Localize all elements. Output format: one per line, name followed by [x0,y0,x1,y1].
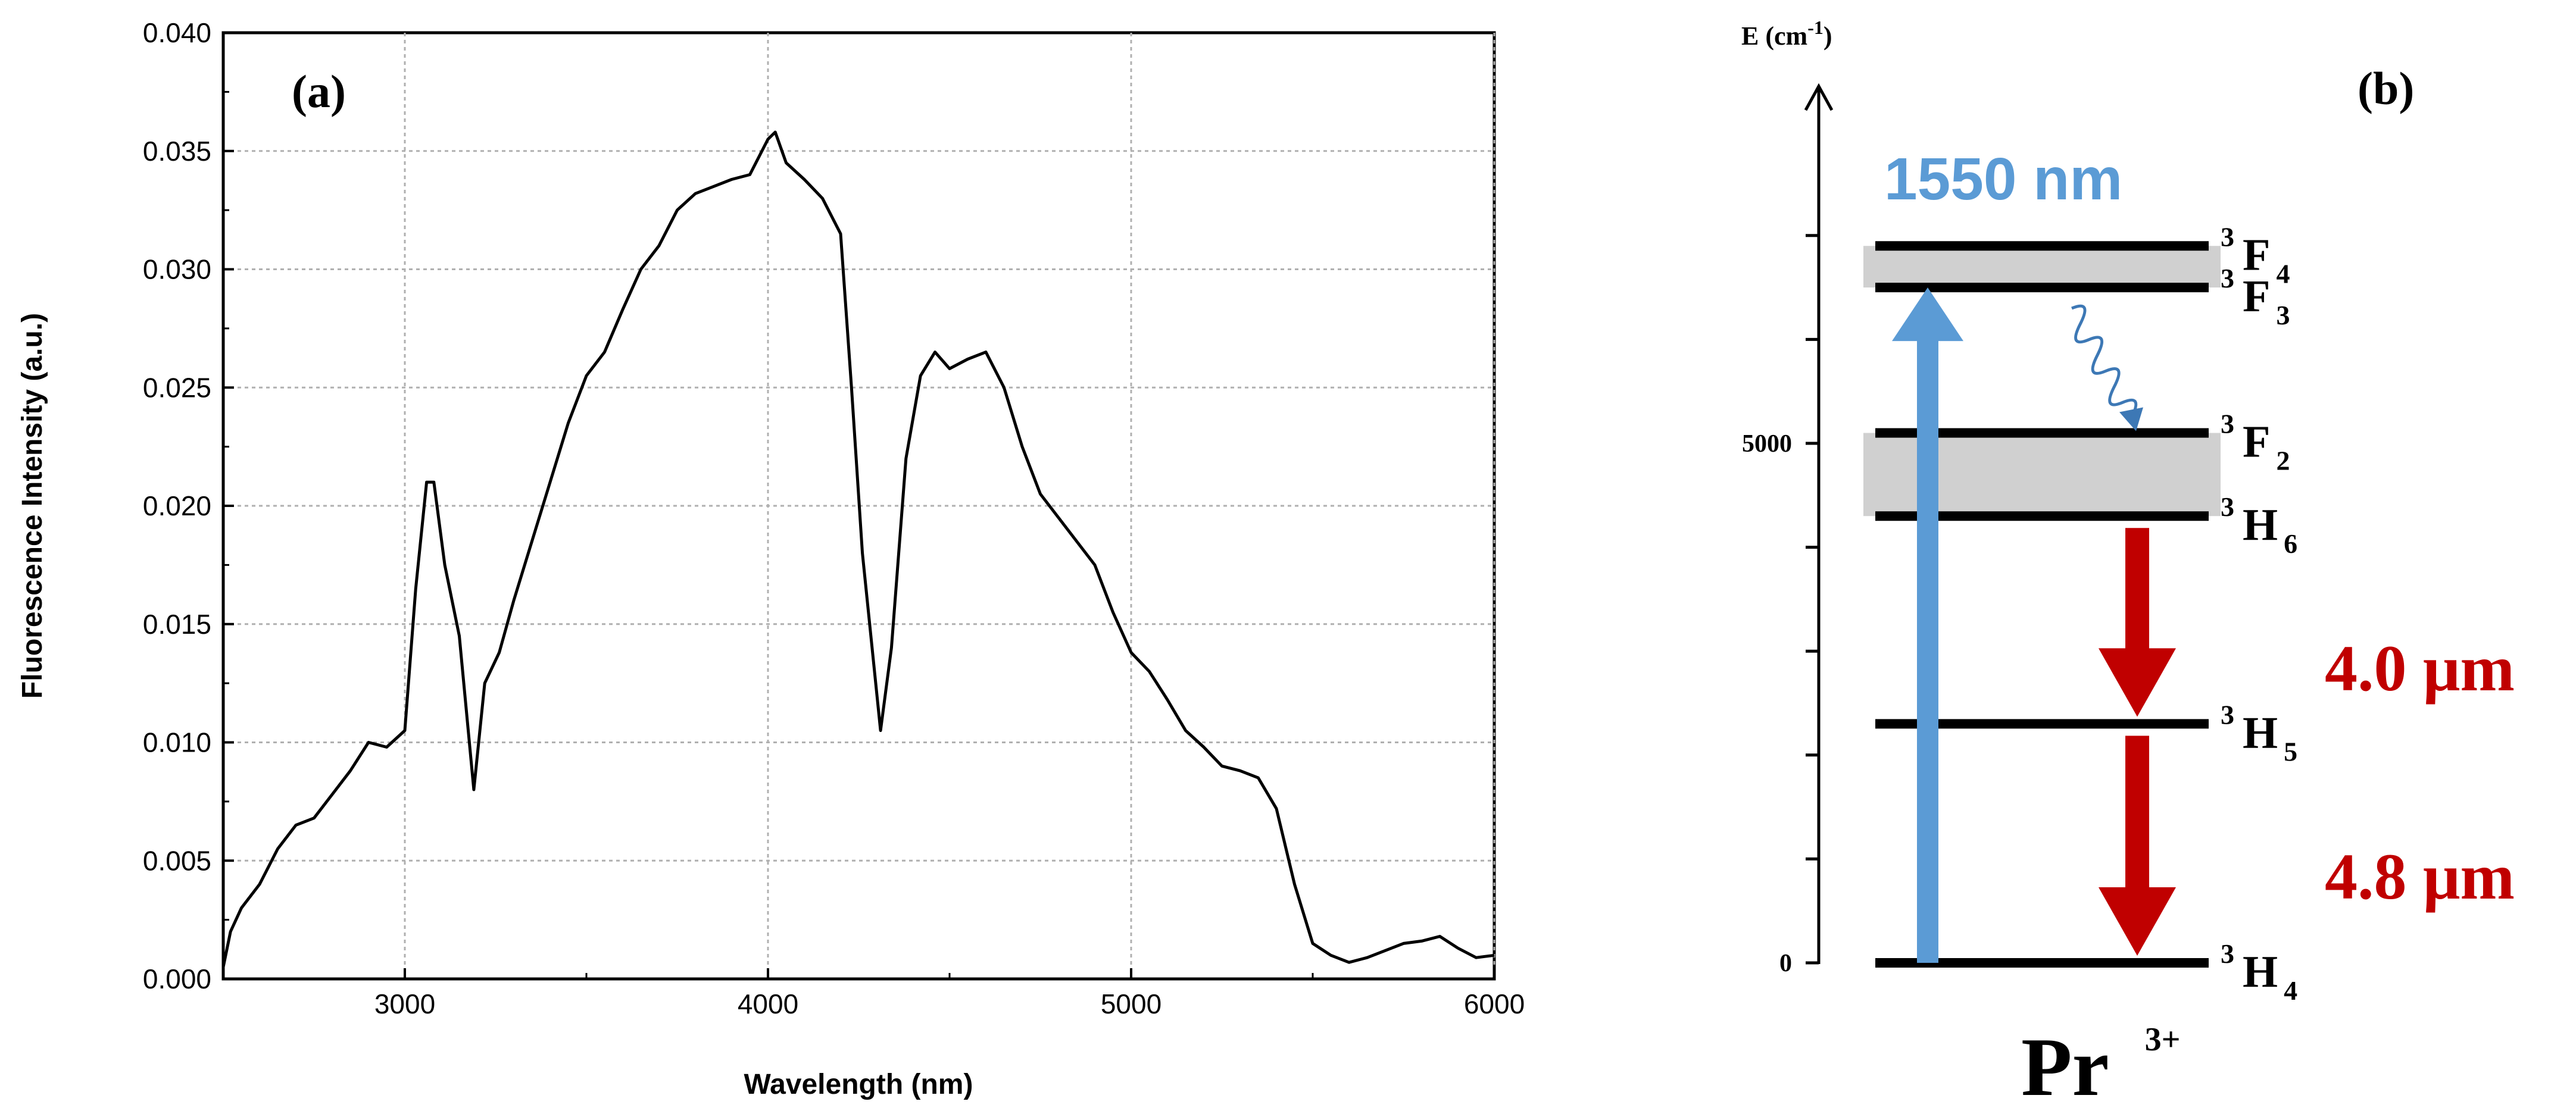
fluorescence-spectrum-line [221,130,1495,968]
x-axis-label: Wavelength (nm) [744,1069,973,1100]
axis-ticks [222,32,1495,980]
panel-b-energy-level-diagram: E (cm-1) (b) 0 5000 3 H 4 3 H 5 3 H 6 3 F 2 3 F 33 F 4 15… [1741,17,2515,1113]
y-tick-label: 0.000 [143,963,211,994]
y-tick-label: 0.040 [143,17,211,48]
x-tick-label: 6000 [1464,988,1525,1019]
energy-tick-label: 5000 [1742,430,1792,458]
panel-a-label: (a) [292,65,346,117]
emission-4-8-um-label: 4.8 μm [2325,840,2515,913]
y-tick-label: 0.015 [143,609,211,640]
energy-band [1863,246,2221,288]
y-tick-label: 0.035 [143,136,211,167]
grid-lines [223,33,1495,979]
pump-arrow-head [1892,287,1963,342]
emission-arrow-shaft [2125,528,2149,652]
energy-axis-arrowhead [1804,83,1834,111]
y-tick-label: 0.020 [143,490,211,521]
level-labels: 3 H 4 3 H 5 3 H 6 3 F 2 3 F 33 F 4 [2221,221,2297,1006]
y-tick-label: 0.030 [143,254,211,285]
energy-axis-ticks: 0 5000 [1742,234,1819,977]
pump-arrow [1892,287,1963,963]
tick-labels: 3000 4000 5000 6000 0.000 0.005 0.010 0.015 0.02… [143,17,1525,1019]
emission-arrow-shaft [2125,736,2149,890]
x-tick-label: 3000 [374,988,435,1019]
y-tick-label: 0.005 [143,845,211,876]
y-axis-label: Fluorescence Intensity (a.u.) [17,313,48,699]
panel-a-spectrum-chart: 3000 4000 5000 6000 0.000 0.005 0.010 0.015 0.02… [17,17,1525,1100]
nonradiative-arrow-head [2119,407,2143,431]
y-tick-label: 0.010 [143,727,211,758]
energy-axis-label: E (cm-1) [1741,17,1832,51]
x-tick-label: 5000 [1101,988,1161,1019]
emission-4-0-um-label: 4.0 μm [2325,632,2515,705]
pump-wavelength-label: 1550 nm [1884,146,2122,212]
emission-arrows [2099,528,2176,956]
emission-arrow-head [2099,648,2176,717]
pump-arrow-shaft [1917,338,1938,963]
y-tick-label: 0.025 [143,372,211,403]
ion-label: Pr 3+ [2021,1021,2181,1113]
nonradiative-relaxation-arrow [2071,304,2138,419]
x-tick-label: 4000 [738,988,798,1019]
emission-arrow-head [2099,887,2176,956]
energy-tick-label: 0 [1779,950,1792,977]
panel-b-label: (b) [2358,62,2414,114]
